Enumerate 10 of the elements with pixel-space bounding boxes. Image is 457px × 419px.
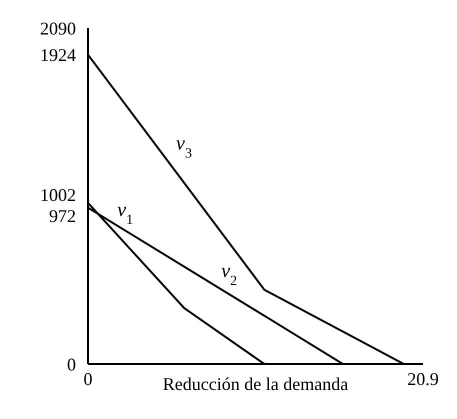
- y-tick-label: 972: [49, 206, 76, 226]
- series-label: v$_{1}$: [117, 198, 134, 228]
- y-tick-label: 0: [67, 354, 76, 374]
- x-tick-label: 20.9: [407, 368, 439, 389]
- series-label: v$_{2}$: [221, 260, 238, 288]
- y-tick-label: 1924: [40, 44, 76, 65]
- x-axis-title: Reducción de la demanda: [162, 374, 348, 394]
- y-tick-label: 2090: [40, 18, 76, 38]
- series-label: v$_{3}$: [176, 132, 192, 161]
- y-tick-label: 1002: [40, 185, 76, 206]
